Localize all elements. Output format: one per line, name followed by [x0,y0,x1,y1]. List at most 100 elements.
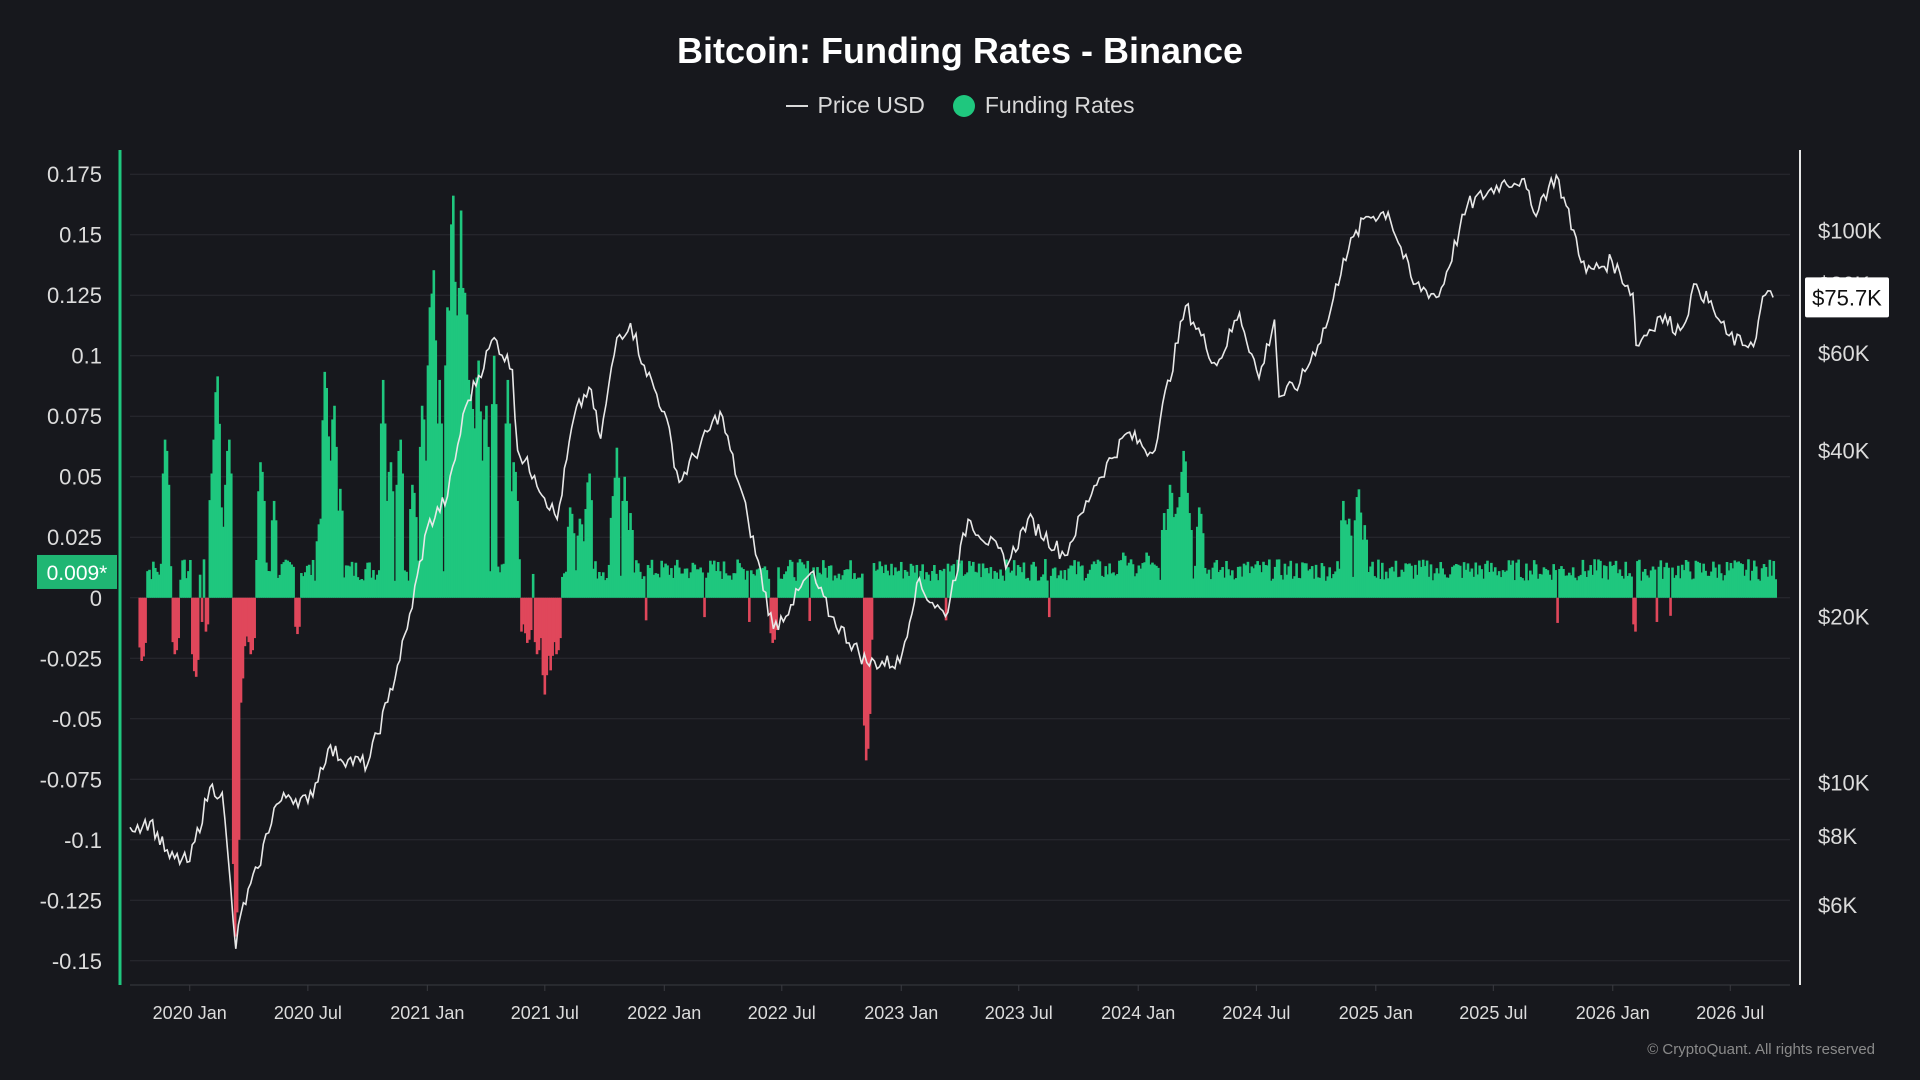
funding-bar [1456,564,1460,598]
funding-bar [307,564,311,598]
funding-bar [1458,565,1462,598]
funding-bar [214,392,217,598]
funding-bar [958,563,961,598]
funding-bar [1016,565,1020,598]
funding-bar [718,571,722,598]
funding-bar [1252,568,1256,598]
funding-bar [763,566,767,598]
funding-bar [1098,561,1102,598]
funding-bar [1396,577,1400,598]
funding-bar [1398,576,1402,598]
funding-bar [1314,564,1318,598]
funding-bar [1188,513,1191,598]
funding-bar [1164,529,1168,598]
funding-bar [1347,518,1351,598]
funding-bar [323,371,327,598]
funding-bar [921,564,924,598]
funding-bar [1470,568,1474,598]
funding-bar [346,565,350,598]
funding-bar [192,597,196,672]
funding-bar [1659,560,1663,598]
y-right-tick-label: $20K [1818,605,1870,630]
funding-bar [1269,580,1273,598]
funding-bar [660,560,663,598]
funding-bar [1009,572,1012,598]
funding-bar [1437,573,1441,598]
funding-bar [403,570,406,598]
funding-bar [1760,568,1764,598]
funding-bar [590,500,593,598]
funding-bar [222,526,225,598]
legend-item-funding[interactable]: Funding Rates [952,92,1134,119]
funding-bar [265,562,268,598]
funding-bar [1125,565,1129,598]
funding-bar [1260,572,1263,598]
funding-bar [833,575,837,598]
funding-bar [1379,579,1382,598]
funding-bar [362,580,366,598]
funding-bar [561,576,564,598]
funding-bar [1371,561,1374,598]
funding-bar [1743,575,1746,598]
funding-bar [1363,525,1367,598]
funding-bar [300,573,303,598]
funding-bar [1735,562,1739,598]
funding-bar [1723,575,1727,598]
funding-bar [1597,559,1600,598]
funding-bar [699,567,702,598]
funding-bar [1700,572,1704,598]
funding-bar [1178,497,1182,598]
funding-bar [1069,565,1072,598]
funding-bar [827,565,831,598]
funding-bar [1155,565,1158,598]
funding-bar [278,574,282,598]
funding-bar [520,597,523,632]
funding-bar [1112,572,1115,598]
funding-bar [907,575,911,598]
funding-bar [179,579,182,598]
funding-bar [1209,579,1213,598]
funding-bar [1170,492,1174,598]
funding-bar [1359,512,1363,598]
x-tick-label: 2026 Jul [1696,1003,1764,1023]
funding-bar [716,561,720,598]
funding-bar [1620,575,1624,598]
funding-bar [1145,552,1148,598]
funding-bar [319,518,323,598]
funding-bar [1548,574,1552,598]
funding-bar [814,579,817,598]
funding-bar [1661,578,1665,598]
funding-bar [140,597,143,662]
funding-bar [1246,561,1250,598]
funding-bar [1698,562,1702,598]
funding-bar [740,567,743,598]
funding-bar [455,315,459,598]
funding-bar [1084,577,1088,598]
funding-bar [1394,560,1398,598]
funding-bar [1116,574,1119,598]
funding-bar [1090,564,1094,598]
funding-bar [751,574,755,598]
y-left-tick-label: -0.075 [40,767,102,792]
funding-bar [1005,559,1008,598]
funding-bar [1271,578,1275,598]
funding-bar [1575,580,1579,598]
funding-bar [1583,571,1587,598]
funding-bar [825,577,829,598]
funding-bar [859,577,862,598]
funding-bar [1603,565,1606,598]
funding-bar [687,578,691,598]
funding-bar [564,571,568,598]
funding-bar [1673,577,1676,598]
legend-item-price[interactable]: Price USD [785,92,925,119]
funding-bar [251,597,254,651]
x-tick-label: 2022 Jul [748,1003,816,1023]
funding-bar [270,520,274,598]
funding-bar [1268,559,1271,598]
funding-bar [1182,450,1185,598]
funding-bar [397,450,401,598]
funding-bar [609,517,613,598]
y-right-tick-label: $100K [1818,219,1882,244]
funding-bar [1451,566,1454,598]
funding-bar [1071,565,1074,598]
